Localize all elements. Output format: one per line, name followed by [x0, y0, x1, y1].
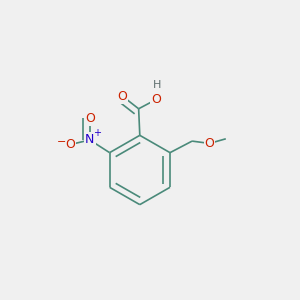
Text: N: N [85, 134, 94, 146]
Text: O: O [117, 90, 127, 103]
Text: O: O [85, 112, 95, 124]
Text: −: − [56, 137, 66, 147]
Text: O: O [65, 138, 75, 151]
Text: O: O [205, 137, 214, 150]
Text: O: O [151, 93, 161, 106]
Text: H: H [153, 80, 161, 89]
Text: +: + [93, 128, 101, 139]
